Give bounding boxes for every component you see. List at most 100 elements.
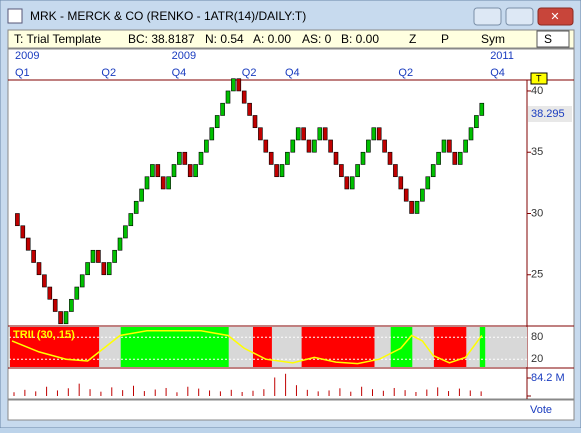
indicator-tick-label: 80 <box>531 331 543 343</box>
renko-brick <box>63 311 69 325</box>
last-price: 38.295 <box>531 108 565 120</box>
b: B: 0.00 <box>341 32 379 46</box>
renko-brick <box>52 298 58 312</box>
renko-brick <box>333 151 339 165</box>
close[interactable] <box>537 7 574 26</box>
year-label: 2009 <box>15 50 39 62</box>
y-tick-label: 30 <box>531 207 543 219</box>
as: AS: 0 <box>302 32 332 46</box>
renko-brick <box>371 127 377 141</box>
renko-brick <box>123 225 128 239</box>
renko-brick <box>112 249 117 263</box>
renko-brick <box>420 188 425 202</box>
renko-brick <box>322 127 328 141</box>
status-bar <box>7 399 575 421</box>
indicator-name: TRII (30, 15) <box>13 329 75 341</box>
renko-brick <box>171 164 177 178</box>
maximize[interactable] <box>505 7 534 26</box>
minimize[interactable] <box>473 7 502 26</box>
app-icon <box>7 8 23 24</box>
renko-brick <box>452 151 458 165</box>
window-title: MRK - MERCK & CO (RENKO - 1ATR(14)/DAILY… <box>30 9 306 23</box>
s-box[interactable] <box>536 30 570 48</box>
renko-brick <box>15 213 20 227</box>
renko-brick <box>414 200 420 214</box>
renko-brick <box>85 262 90 276</box>
renko-brick <box>398 176 404 190</box>
renko-brick <box>436 151 441 165</box>
renko-brick <box>117 237 123 251</box>
renko-brick <box>166 176 171 190</box>
renko-brick <box>447 139 452 153</box>
renko-brick <box>36 262 42 276</box>
renko-brick <box>128 213 134 227</box>
quarter-label: Q4 <box>172 67 187 79</box>
renko-brick <box>106 262 112 276</box>
renko-brick <box>58 311 63 325</box>
renko-brick <box>96 249 101 263</box>
renko-brick <box>214 115 220 129</box>
quarter-label: Q2 <box>242 67 257 79</box>
renko-brick <box>339 164 344 178</box>
renko-brick <box>393 164 398 178</box>
indicator-zone <box>253 327 272 367</box>
template[interactable]: T: Trial Template <box>14 32 101 46</box>
renko-brick <box>295 127 301 141</box>
renko-brick <box>349 176 355 190</box>
renko-brick <box>306 139 312 153</box>
renko-brick <box>263 139 269 153</box>
bc: BC: 38.8187 <box>128 32 195 46</box>
renko-brick <box>463 139 468 153</box>
indicator-zone <box>301 327 375 367</box>
quarter-label: Q1 <box>15 67 30 79</box>
marker-box <box>530 72 548 85</box>
renko-brick <box>225 90 231 104</box>
renko-brick <box>236 78 242 92</box>
last-marker: T <box>536 73 542 83</box>
renko-brick <box>231 78 236 92</box>
renko-brick <box>290 139 296 153</box>
quarter-label: Q2 <box>398 67 413 79</box>
renko-brick <box>360 151 366 165</box>
renko-brick <box>74 286 80 300</box>
renko-brick <box>344 176 350 190</box>
quarter-label: Q4 <box>285 67 300 79</box>
quarter-label: Q2 <box>101 67 116 79</box>
p[interactable]: P <box>441 32 449 46</box>
renko-brick <box>139 188 144 202</box>
renko-brick <box>441 139 447 153</box>
renko-brick <box>258 127 263 141</box>
renko-brick <box>468 127 474 141</box>
renko-brick <box>247 102 252 116</box>
renko-brick <box>220 102 225 116</box>
toolbar <box>7 29 575 49</box>
s[interactable]: S <box>544 32 552 46</box>
renko-brick <box>198 151 204 165</box>
renko-brick <box>268 151 274 165</box>
close-x: ✕ <box>550 11 559 23</box>
renko-brick <box>301 127 306 141</box>
zoom[interactable]: Z <box>409 32 416 46</box>
indicator-tick-label: 20 <box>531 353 543 365</box>
status-vote[interactable]: Vote <box>530 404 552 416</box>
renko-brick <box>457 151 463 165</box>
year-label: 2009 <box>172 50 196 62</box>
renko-brick <box>355 164 360 178</box>
year-label: 2011 <box>490 50 514 62</box>
renko-brick <box>193 164 198 178</box>
sym[interactable]: Sym <box>481 32 505 46</box>
renko-brick <box>387 151 393 165</box>
quarter-label: Q4 <box>490 67 505 79</box>
renko-brick <box>274 164 279 178</box>
renko-brick <box>409 200 414 214</box>
y-tick-label: 25 <box>531 269 543 281</box>
renko-brick <box>69 298 74 312</box>
renko-brick <box>474 115 479 129</box>
last-price-box <box>528 106 572 122</box>
renko-brick <box>328 139 333 153</box>
indicator-zone <box>120 327 229 367</box>
renko-brick <box>252 115 258 129</box>
y-tick-label: 40 <box>531 85 543 97</box>
renko-brick <box>42 274 47 288</box>
